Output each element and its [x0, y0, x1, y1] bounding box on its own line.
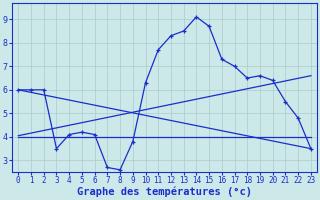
- X-axis label: Graphe des températures (°c): Graphe des températures (°c): [77, 187, 252, 197]
